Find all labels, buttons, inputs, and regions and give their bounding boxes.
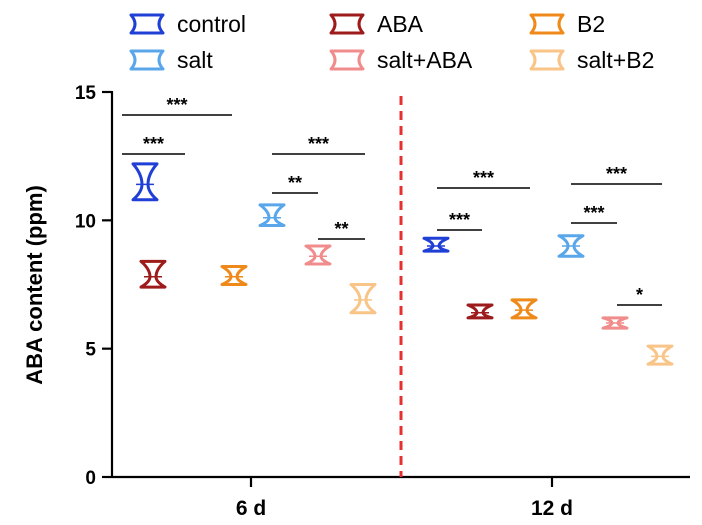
significance-label: *** <box>606 164 627 184</box>
legend-label: B2 <box>577 11 605 37</box>
legend-swatch <box>529 13 565 35</box>
violin-salt-plus-aba-6d <box>304 244 332 266</box>
y-axis-label: ABA content (ppm) <box>22 185 47 385</box>
y-tick-label: 0 <box>85 468 96 489</box>
violin-aba-6d <box>139 259 167 289</box>
x-tick-label: 6 d <box>236 497 266 520</box>
violin-salt-6d <box>258 203 286 227</box>
significance-label: *** <box>308 134 329 154</box>
y-tick-label: 15 <box>75 83 97 104</box>
significance-label: *** <box>473 168 494 188</box>
significance-label: *** <box>166 95 187 115</box>
legend-swatch <box>329 13 365 35</box>
plot-area <box>131 162 674 366</box>
y-tick-label: 5 <box>85 340 96 361</box>
violin-b2-6d <box>220 265 248 286</box>
violin-b2-12d <box>510 298 538 320</box>
y-axis: 0 5 10 15 <box>75 83 114 489</box>
violin-salt-plus-b2-12d <box>646 344 674 366</box>
violin-aba-12d <box>466 303 494 320</box>
significance-label: ** <box>288 173 302 193</box>
legend-label: ABA <box>377 11 424 37</box>
legend: control salt ABA salt+ABA B2 salt+B2 <box>129 11 654 73</box>
significance-annotations: ************************** <box>122 95 662 306</box>
significance-label: ** <box>334 219 348 239</box>
y-tick-label: 10 <box>75 211 96 232</box>
legend-swatch <box>129 13 165 35</box>
violin-control-6d <box>131 162 159 202</box>
legend-label: salt+B2 <box>577 47 654 73</box>
x-tick-label: 12 d <box>531 497 573 520</box>
x-axis: 6 d 12 d <box>112 475 690 520</box>
significance-label: *** <box>143 134 164 154</box>
significance-label: *** <box>583 203 604 223</box>
significance-label: *** <box>449 210 470 230</box>
legend-label: salt+ABA <box>377 47 473 73</box>
legend-label: salt <box>177 47 213 73</box>
legend-swatch <box>129 49 165 71</box>
violin-control-12d <box>422 236 450 253</box>
legend-swatch <box>529 49 565 71</box>
legend-label: control <box>177 11 246 37</box>
significance-label: * <box>636 285 643 305</box>
legend-swatch <box>329 49 365 71</box>
violin-salt-plus-b2-6d <box>349 283 377 315</box>
